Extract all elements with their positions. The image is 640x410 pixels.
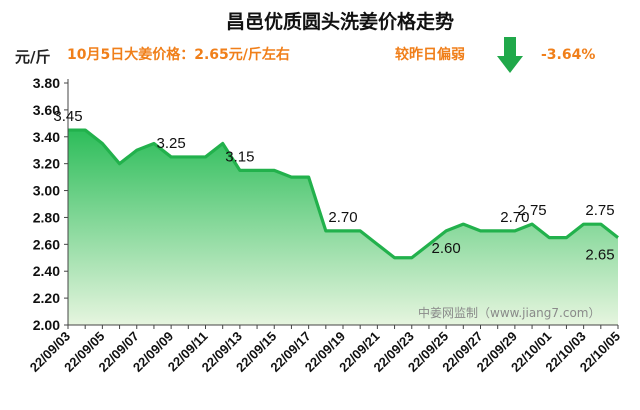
change-value: -3.64% xyxy=(541,47,595,63)
y-tick-label: 2.80 xyxy=(33,209,60,225)
down-arrow-icon xyxy=(497,37,523,73)
plot-area: 2.00 2.20 2.40 2.60 2.80 3.00 3.20 3.40 3.60 3.80… xyxy=(27,75,623,375)
watermark: 中姜网监制（www.jiang7.com） xyxy=(418,305,600,320)
y-tick-label: 3.20 xyxy=(33,156,60,172)
y-tick-label: 2.20 xyxy=(33,290,60,306)
y-tick-label: 3.60 xyxy=(33,102,60,118)
data-label: 3.45 xyxy=(53,108,82,125)
data-label: 3.25 xyxy=(157,135,186,152)
data-label: 2.70 xyxy=(328,209,357,226)
price-area-fill xyxy=(68,130,618,325)
data-label: 2.60 xyxy=(432,240,461,257)
data-label: 2.70 xyxy=(500,209,529,226)
compare-note: 较昨日偏弱 xyxy=(395,46,465,63)
data-label: 2.65 xyxy=(585,247,614,264)
y-tick-label: 3.40 xyxy=(33,129,60,145)
y-tick-label: 2.60 xyxy=(33,236,60,252)
data-label: 3.15 xyxy=(225,148,254,165)
y-tick-label: 2.00 xyxy=(33,317,60,333)
y-unit-label: 元/斤 xyxy=(15,48,50,66)
price-note: 10月5日大姜价格：2.65元/斤左右 xyxy=(67,46,290,63)
data-label: 2.75 xyxy=(517,202,546,219)
price-line xyxy=(68,128,619,260)
y-tick-label: 3.00 xyxy=(33,183,60,199)
chart-title: 昌邑优质圆头洗姜价格走势 xyxy=(226,10,454,33)
data-label: 2.75 xyxy=(585,202,614,219)
y-tick-label: 3.80 xyxy=(33,75,60,91)
y-tick-label: 2.40 xyxy=(33,263,60,279)
